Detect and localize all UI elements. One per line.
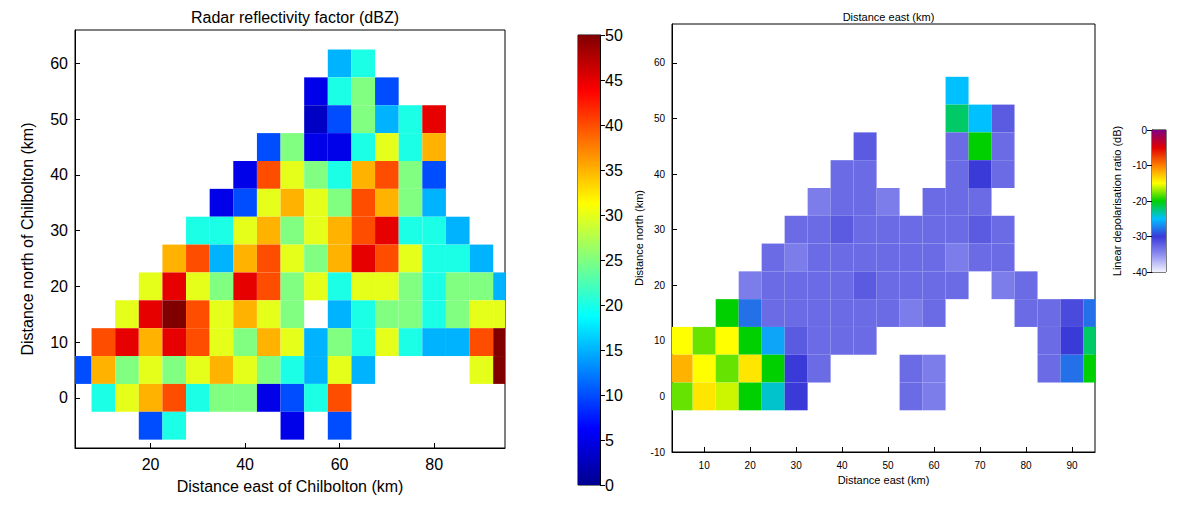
svg-text:0: 0 (659, 391, 665, 402)
svg-text:50: 50 (605, 27, 623, 44)
svg-text:10: 10 (699, 460, 711, 471)
svg-text:Distance east (km): Distance east (km) (843, 11, 935, 23)
svg-text:20: 20 (605, 297, 623, 314)
svg-text:60: 60 (929, 460, 941, 471)
svg-text:30: 30 (50, 222, 68, 239)
svg-text:30: 30 (605, 207, 623, 224)
svg-text:15: 15 (605, 342, 623, 359)
svg-text:50: 50 (654, 113, 666, 124)
svg-text:Linear depolarisation ratio (d: Linear depolarisation ratio (dB) (1111, 126, 1123, 276)
svg-text:40: 40 (654, 169, 666, 180)
svg-text:60: 60 (331, 456, 349, 473)
svg-text:60: 60 (654, 57, 666, 68)
svg-text:Radar reflectivity factor (dBZ: Radar reflectivity factor (dBZ) (191, 9, 399, 26)
svg-text:25: 25 (605, 252, 623, 269)
svg-text:70: 70 (974, 460, 986, 471)
svg-text:20: 20 (142, 456, 160, 473)
svg-text:Distance east (km): Distance east (km) (838, 474, 930, 486)
svg-text:10: 10 (50, 334, 68, 351)
svg-text:50: 50 (50, 111, 68, 128)
svg-text:80: 80 (1020, 460, 1032, 471)
svg-text:40: 40 (605, 117, 623, 134)
svg-text:30: 30 (791, 460, 803, 471)
svg-text:90: 90 (1066, 460, 1078, 471)
svg-text:-30: -30 (1133, 231, 1148, 242)
svg-text:40: 40 (50, 166, 68, 183)
svg-text:0: 0 (59, 389, 68, 406)
svg-text:80: 80 (425, 456, 443, 473)
svg-text:60: 60 (50, 55, 68, 72)
svg-text:20: 20 (745, 460, 757, 471)
svg-text:10: 10 (605, 387, 623, 404)
svg-text:20: 20 (654, 280, 666, 291)
svg-text:45: 45 (605, 72, 623, 89)
svg-text:0: 0 (605, 477, 614, 494)
svg-text:40: 40 (236, 456, 254, 473)
svg-text:20: 20 (50, 278, 68, 295)
svg-text:Distance east of Chilbolton (k: Distance east of Chilbolton (km) (177, 478, 404, 495)
svg-text:5: 5 (605, 432, 614, 449)
svg-text:10: 10 (654, 335, 666, 346)
svg-text:50: 50 (883, 460, 895, 471)
svg-text:-40: -40 (1133, 267, 1148, 278)
svg-text:-20: -20 (1133, 196, 1148, 207)
svg-text:Distance north of Chilbolton (: Distance north of Chilbolton (km) (19, 123, 36, 356)
svg-text:-10: -10 (1133, 160, 1148, 171)
svg-text:40: 40 (837, 460, 849, 471)
svg-text:Distance north (km): Distance north (km) (633, 190, 645, 286)
svg-text:-10: -10 (651, 447, 666, 458)
svg-text:35: 35 (605, 162, 623, 179)
svg-text:30: 30 (654, 224, 666, 235)
svg-text:0: 0 (1141, 125, 1147, 136)
